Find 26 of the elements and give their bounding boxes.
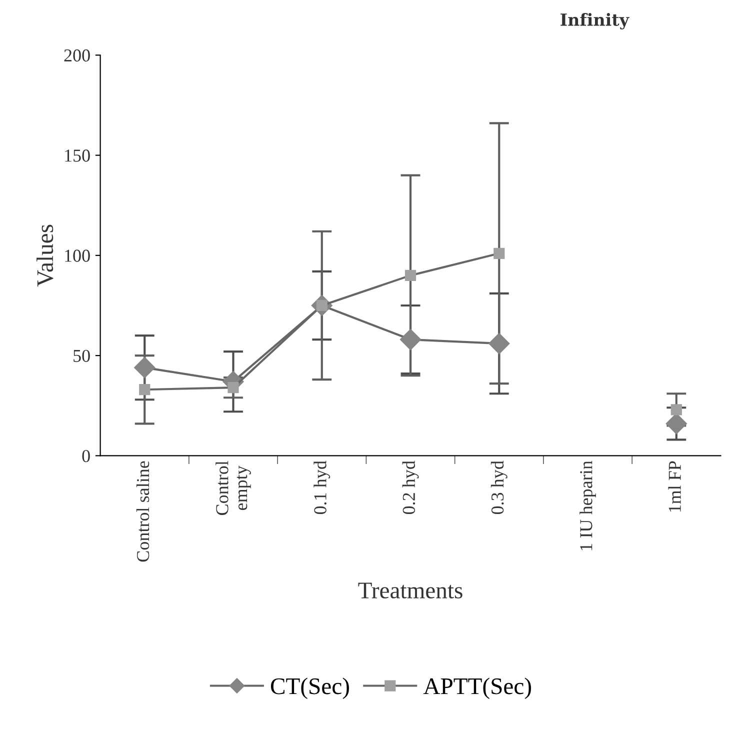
point xyxy=(404,270,416,281)
point xyxy=(670,404,682,416)
y-tick-label: 100 xyxy=(65,250,90,262)
text: Infinity xyxy=(560,13,630,30)
y-axis-title: Values xyxy=(36,224,54,287)
point xyxy=(400,329,422,350)
x-axis-title: Treatments xyxy=(358,582,462,598)
y-tick-label: 50 xyxy=(74,350,90,362)
legend-label: APTT(Sec) xyxy=(423,678,531,700)
x-tick-label: 0.3 hyd xyxy=(490,460,508,514)
x-tick-label: 1 IU heparin xyxy=(580,460,596,550)
point xyxy=(666,413,687,434)
point xyxy=(228,382,239,394)
x-tick-label: 1ml FP xyxy=(668,461,681,512)
point xyxy=(488,333,510,354)
x-tick-label: Control saline xyxy=(136,461,150,562)
x-tick-label: Control empty xyxy=(216,460,251,515)
point xyxy=(134,357,156,378)
legend-label: CT(Sec) xyxy=(270,678,349,700)
point xyxy=(139,384,150,396)
x-tick-label: 0.1 hyd xyxy=(314,460,330,514)
y-tick-label: 200 xyxy=(64,49,90,62)
y-tick-label: 0 xyxy=(82,450,90,462)
point xyxy=(494,248,505,259)
y-tick-label: 150 xyxy=(65,150,90,162)
x-tick-label: 0.2 hyd xyxy=(402,460,419,514)
